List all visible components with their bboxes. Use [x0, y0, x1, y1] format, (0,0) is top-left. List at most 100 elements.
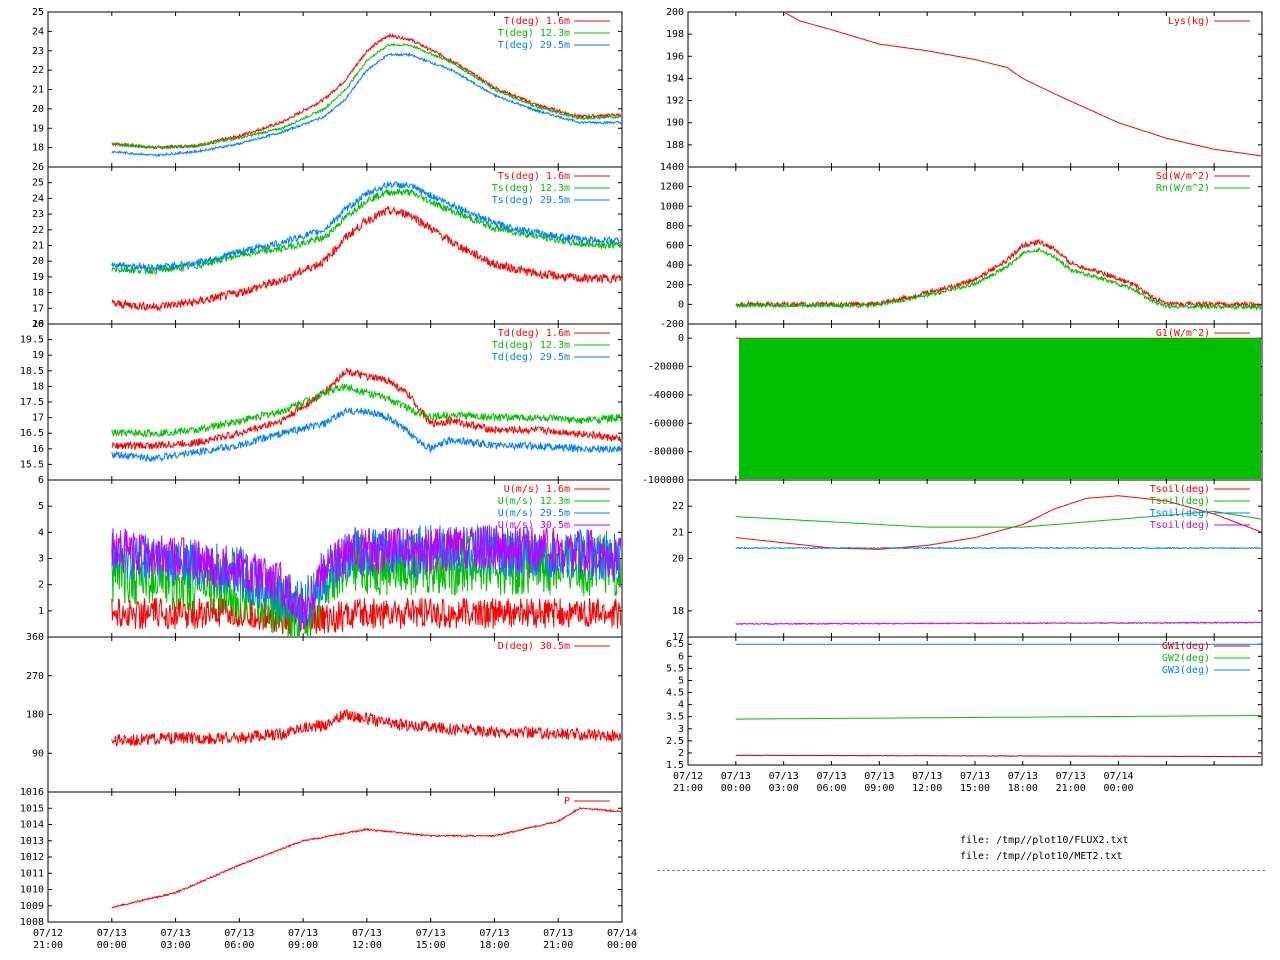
- series-line: [735, 238, 1261, 309]
- legend-label: Tsoil(deg): [1150, 496, 1210, 507]
- x-tick-label: 07/13: [864, 771, 894, 782]
- y-tick-label: 3: [38, 554, 44, 565]
- x-tick-label: 07/13: [912, 771, 942, 782]
- legend-label: U(m/s) 1.6m: [504, 484, 570, 495]
- series-line: [111, 205, 621, 312]
- legend-label: Ts(deg) 12.3m: [492, 183, 570, 194]
- y-tick-label: 20: [672, 554, 684, 565]
- x-tick-label: 06:00: [224, 940, 254, 951]
- series-area: [739, 338, 1261, 479]
- panel-gflux: -100000 -80000 -60000 -40000 -20000 0 G1(W/m^2…: [642, 323, 1263, 486]
- legend-label: U(m/s) 29.5m: [498, 508, 570, 519]
- series-line: [111, 188, 621, 276]
- y-tick-label: 17: [672, 632, 684, 643]
- y-tick-label: 21: [672, 527, 684, 538]
- x-tick-label: 18:00: [1008, 783, 1038, 794]
- legend-label: Rn(W/m^2): [1156, 183, 1210, 194]
- y-tick-label: 19: [32, 123, 44, 134]
- x-tick-label: 00:00: [607, 940, 637, 951]
- x-tick-label: 07/13: [416, 928, 446, 939]
- y-tick-label: 4: [38, 527, 44, 538]
- panel-frame: [687, 11, 1263, 168]
- y-tick-label: 198: [666, 29, 684, 40]
- series-line: [111, 524, 621, 631]
- legend-label: GW1(deg): [1162, 641, 1210, 652]
- plot-area: [735, 495, 1261, 626]
- y-tick-label: 2: [38, 580, 44, 591]
- y-tick-label: 5: [678, 675, 684, 686]
- series-line: [735, 754, 1261, 758]
- legend-label: Tsoil(deg): [1150, 508, 1210, 519]
- y-tick-label: 6: [678, 651, 684, 662]
- x-tick-label: 00:00: [721, 783, 751, 794]
- x-tick-label: 07/13: [479, 928, 509, 939]
- x-tick-label: 07/14: [1103, 771, 1133, 782]
- y-tick-label: 17.5: [20, 397, 44, 408]
- series-line: [735, 246, 1261, 312]
- y-tick-label: 1009: [20, 901, 44, 912]
- x-tick-label: 07/13: [161, 928, 191, 939]
- y-tick-label: 6.5: [666, 639, 684, 650]
- y-tick-label: 400: [666, 260, 684, 271]
- plot-area: [735, 643, 1261, 758]
- series-line: [735, 510, 1261, 528]
- series-line: [111, 181, 621, 273]
- x-tick-label: 07/13: [769, 771, 799, 782]
- y-tick-label: 1008: [20, 917, 44, 928]
- x-tick-label: 07/12: [33, 928, 63, 939]
- series-line: [784, 13, 1261, 157]
- x-tick-label: 07/13: [352, 928, 382, 939]
- y-tick-label: 18.5: [20, 366, 44, 377]
- x-tick-label: 12:00: [352, 940, 382, 951]
- panel-pres: 1008 1009 1010 1011 1012 1013 1014 1015 1016 P 07/…: [20, 787, 637, 951]
- plot-area: [111, 708, 621, 748]
- y-tick-label: 25: [32, 7, 44, 18]
- y-tick-label: 192: [666, 96, 684, 107]
- y-tick-label: 25: [32, 178, 44, 189]
- y-tick-label: 4.5: [666, 688, 684, 699]
- separator-line: [657, 870, 1265, 871]
- x-tick-label: 00:00: [97, 940, 127, 951]
- y-tick-label: -80000: [648, 447, 684, 458]
- y-tick-label: 3.5: [666, 712, 684, 723]
- plot-area: [111, 32, 621, 158]
- series-line: [111, 595, 621, 635]
- y-tick-label: 16: [32, 319, 44, 330]
- x-tick-label: 07/13: [960, 771, 990, 782]
- y-tick-label: 90: [32, 748, 44, 759]
- legend-label: D(deg) 30.5m: [498, 641, 570, 652]
- y-tick-label: -60000: [648, 418, 684, 429]
- x-tick-label: 06:00: [816, 783, 846, 794]
- series-line: [111, 32, 621, 150]
- y-tick-label: 19.5: [20, 335, 44, 346]
- y-tick-label: 22: [32, 65, 44, 76]
- legend-label: T(deg) 29.5m: [498, 40, 570, 51]
- series-line: [111, 367, 621, 452]
- y-tick-label: 2: [678, 748, 684, 759]
- y-tick-label: 18: [32, 288, 44, 299]
- y-tick-label: 17: [32, 413, 44, 424]
- legend-label: G1(W/m^2): [1156, 328, 1210, 339]
- panel-dir: 90 180 270 360 D(deg) 30.5m: [26, 632, 623, 793]
- x-tick-label: 00:00: [1103, 783, 1133, 794]
- y-tick-label: 23: [32, 46, 44, 57]
- x-tick-label: 07/13: [224, 928, 254, 939]
- y-tick-label: -100000: [642, 475, 684, 486]
- series-line: [111, 806, 621, 909]
- x-tick-label: 12:00: [912, 783, 942, 794]
- file-label-met: file: /tmp//plot10/MET2.txt: [960, 851, 1123, 862]
- y-tick-label: 188: [666, 140, 684, 151]
- y-tick-label: 22: [32, 225, 44, 236]
- plot-area: [111, 367, 621, 463]
- y-tick-label: 16.5: [20, 428, 44, 439]
- legend-label: U(m/s) 30.5m: [498, 520, 570, 531]
- x-tick-label: 07/13: [1008, 771, 1038, 782]
- x-tick-label: 15:00: [960, 783, 990, 794]
- series-line: [735, 495, 1261, 550]
- legend-label: Ts(deg) 1.6m: [498, 171, 570, 182]
- x-tick-label: 07/13: [721, 771, 751, 782]
- legend-label: GW2(deg): [1162, 653, 1210, 664]
- series-line: [111, 708, 621, 748]
- x-tick-label: 21:00: [1056, 783, 1086, 794]
